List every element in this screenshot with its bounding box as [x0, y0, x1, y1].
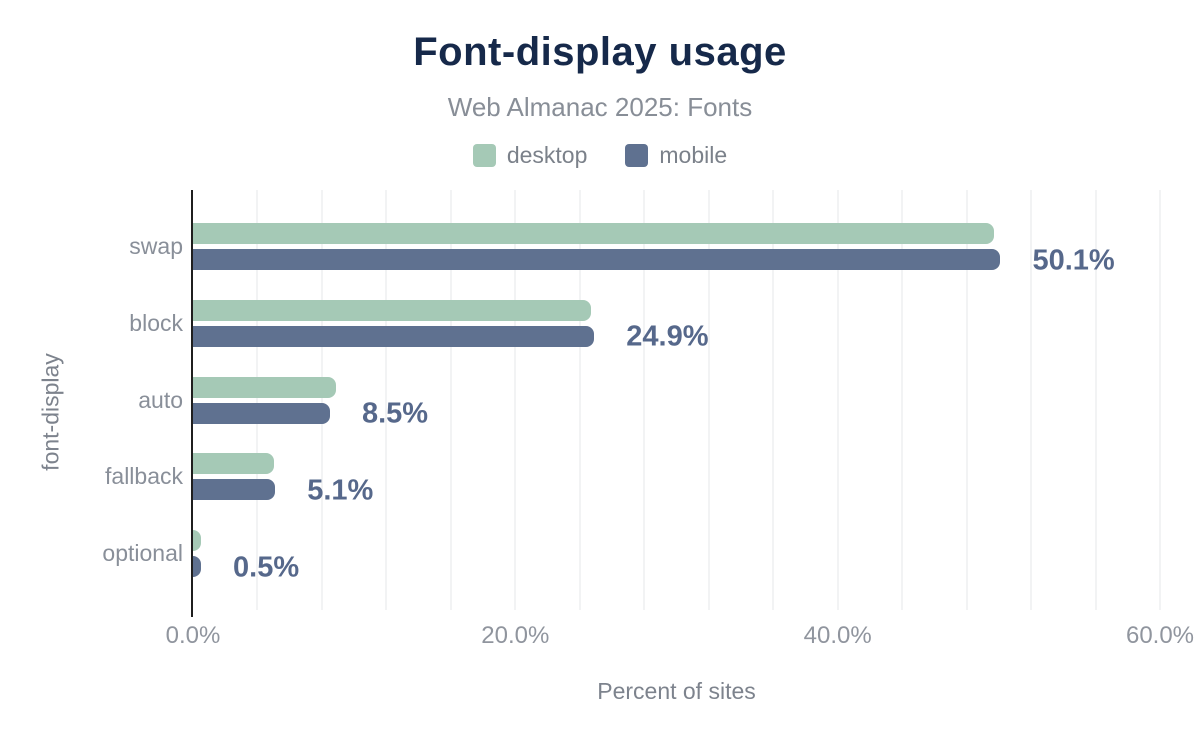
legend-label-desktop: desktop	[506, 142, 588, 168]
y-axis-line	[191, 190, 193, 617]
gridline-36	[772, 190, 775, 610]
bar-mobile-fallback	[193, 479, 276, 501]
chart-title: Font-display usage	[413, 30, 787, 74]
gridline-4	[256, 190, 259, 610]
value-label-optional: 0.5%	[233, 551, 300, 583]
chart-subtitle: Web Almanac 2025: Fonts	[447, 92, 753, 122]
value-label-block: 24.9%	[626, 320, 709, 353]
category-label-block: block	[129, 309, 183, 336]
category-label-swap: swap	[129, 233, 183, 259]
bar-mobile-block	[193, 325, 595, 347]
gridline-44	[901, 190, 904, 610]
category-label-auto: auto	[138, 386, 183, 413]
gridline-20	[514, 190, 517, 610]
bar-mobile-auto	[193, 402, 330, 424]
x-axis-title: Percent of sites	[597, 678, 756, 704]
gridline-40	[836, 190, 839, 610]
x-tick-label-60.0%: 60.0%	[1125, 622, 1195, 649]
bar-desktop-fallback	[193, 453, 274, 475]
gridline-28	[643, 190, 646, 610]
bar-desktop-auto	[193, 376, 337, 398]
value-label-swap: 50.1%	[1032, 244, 1115, 276]
category-label-optional: optional	[102, 540, 183, 566]
gridline-24	[578, 190, 581, 610]
legend: desktop mobile	[0, 142, 1200, 169]
bar-desktop-optional	[193, 530, 202, 551]
gridline-52	[1030, 190, 1033, 610]
category-label-fallback: fallback	[105, 463, 183, 490]
x-tick-label-0.0%: 0.0%	[165, 622, 221, 649]
bar-desktop-block	[193, 299, 592, 321]
gridline-60	[1159, 190, 1161, 610]
gridline-16	[449, 190, 452, 610]
value-label-fallback: 5.1%	[307, 474, 374, 507]
bar-mobile-swap	[193, 249, 1001, 270]
x-tick-label-20.0%: 20.0%	[481, 622, 550, 649]
plot-area: 50.1% 24.9% 8.5% 5.1% 0.5%	[191, 190, 1161, 617]
legend-swatch-desktop	[472, 144, 496, 167]
gridline-32	[707, 190, 710, 610]
gridline-48	[965, 190, 968, 610]
gridline-56	[1094, 190, 1097, 610]
legend-item-mobile: mobile	[625, 142, 727, 169]
gridline-12	[385, 190, 388, 610]
bar-mobile-optional	[193, 556, 202, 577]
legend-item-desktop: desktop	[472, 142, 588, 169]
bar-desktop-swap	[193, 223, 994, 244]
value-label-auto: 8.5%	[361, 397, 429, 430]
legend-swatch-mobile	[625, 144, 649, 167]
x-tick-label-40.0%: 40.0%	[803, 622, 872, 649]
gridline-8	[320, 190, 323, 610]
y-axis-title: font-display	[37, 353, 64, 471]
legend-label-mobile: mobile	[659, 142, 728, 168]
